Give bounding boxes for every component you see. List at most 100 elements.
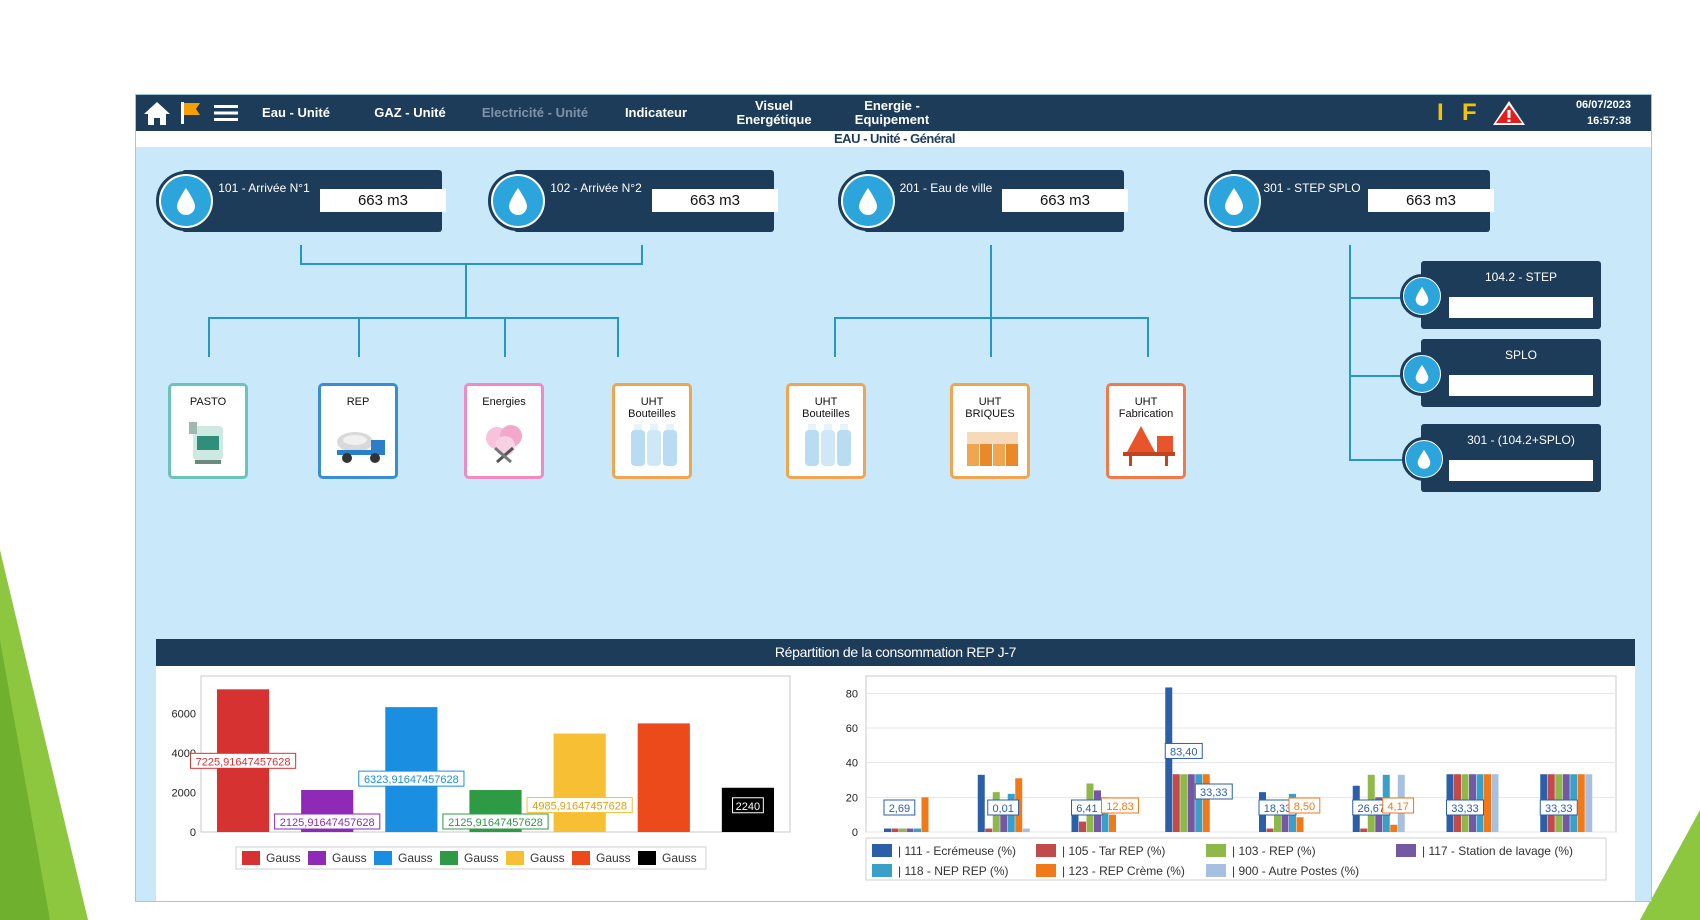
milk-bottles-icon <box>805 424 851 466</box>
water-drop-icon <box>1400 274 1444 318</box>
water-drop-icon <box>488 171 548 231</box>
unit-card-pasto[interactable]: PASTO <box>168 383 248 479</box>
sub-meter-value <box>1449 460 1593 481</box>
y-tick-label: 0 <box>852 827 858 839</box>
sub-meter-label: 301 - (104.2+SPLO) <box>1467 433 1575 447</box>
data-label-text: 83,40 <box>1170 746 1198 758</box>
sub-meter-104-2-step[interactable]: 104.2 - STEP <box>1421 261 1601 329</box>
legend-swatch <box>308 851 326 865</box>
nav-visuel-energetique[interactable]: Visuel Energétique <box>736 98 812 127</box>
factory-tanks-icon <box>1123 426 1175 466</box>
sub-meter-301-sum[interactable]: 301 - (104.2+SPLO) <box>1421 424 1601 492</box>
nav-gaz-unite[interactable]: GAZ - Unité <box>374 105 446 120</box>
sub-meter-label: 104.2 - STEP <box>1484 270 1558 284</box>
unit-card-uht-briques[interactable]: UHT BRIQUES <box>950 383 1030 479</box>
bar <box>899 828 906 832</box>
meter-label: 201 - Eau de ville <box>899 181 993 195</box>
unit-card-rep[interactable]: REP <box>318 383 398 479</box>
unit-label: REP <box>346 396 370 408</box>
legend-swatch <box>242 851 260 865</box>
bar <box>553 733 606 832</box>
bar <box>1180 774 1188 832</box>
legend-label: Gauss <box>464 851 499 865</box>
nav-energie-equipement[interactable]: Energie - Equipement <box>854 98 930 127</box>
chart-section-title: Répartition de la consommation REP J-7 <box>156 639 1635 666</box>
page-title: EAU - Unité - Général <box>136 131 1651 147</box>
bar <box>1296 817 1304 832</box>
right-grouped-bar-chart: 0 20 40 60 80 2,69 0,01 6,41 12,83 83,40 33,33 18,3… <box>846 675 1617 881</box>
data-label: 2125,91647457628 <box>442 813 549 830</box>
bar <box>985 828 993 832</box>
legend-swatch <box>1206 864 1226 877</box>
legend-label: Gauss <box>596 851 631 865</box>
warning-icon[interactable] <box>1491 99 1527 127</box>
nav-eau-unite[interactable]: Eau - Unité <box>262 105 330 120</box>
data-label-text: 33,33 <box>1451 803 1479 815</box>
meter-201[interactable]: 201 - Eau de ville 663 m3 <box>864 170 1128 232</box>
indicator-f[interactable]: F <box>1462 99 1477 126</box>
unit-card-uht-bouteilles-1[interactable]: UHT Bouteilles <box>612 383 692 479</box>
data-label-text: 2240 <box>736 801 760 813</box>
meter-101[interactable]: 101 - Arrivée N°1 663 m3 <box>182 170 446 232</box>
milk-cartons-icon <box>967 432 1018 466</box>
bar <box>1079 821 1086 832</box>
data-label-text: 2,69 <box>889 803 910 815</box>
unit-card-uht-fabrication[interactable]: UHT Fabrication <box>1106 383 1186 479</box>
legend-label: | 118 - NEP REP (%) <box>898 864 1009 878</box>
legend: Gauss Gauss Gauss Gauss Gauss Gauss Gauss <box>235 846 707 870</box>
meter-102[interactable]: 102 - Arrivée N°2 663 m3 <box>514 170 778 232</box>
unit-card-energies[interactable]: Energies <box>464 383 544 479</box>
flag-icon[interactable] <box>176 99 206 127</box>
y-tick-label: 80 <box>846 688 858 700</box>
legend-swatch <box>506 851 524 865</box>
unit-label: Energies <box>482 396 526 408</box>
top-navigation-bar: Eau - Unité GAZ - Unité Electricité - Un… <box>136 95 1651 131</box>
bar <box>637 723 690 832</box>
unit-label: UHT Bouteilles <box>802 396 850 420</box>
data-label: 33,33 <box>1539 799 1578 816</box>
data-label: 6,41 <box>1071 799 1103 816</box>
water-drop-icon <box>1400 352 1444 396</box>
bar <box>1071 802 1079 832</box>
y-tick-label: 4000 <box>172 748 196 760</box>
bar <box>1022 828 1030 832</box>
water-drop-icon <box>1204 171 1264 231</box>
bar <box>1000 800 1008 832</box>
data-label: 8,50 <box>1288 797 1321 814</box>
data-label: 2125,91647457628 <box>274 813 381 830</box>
unit-label: UHT Fabrication <box>1118 396 1174 420</box>
meter-301[interactable]: 301 - STEP SPLO 663 m3 <box>1230 170 1494 232</box>
legend-swatch <box>1036 864 1056 877</box>
sub-meter-value <box>1449 297 1593 318</box>
data-label: 4,17 <box>1382 797 1415 814</box>
bar <box>385 707 438 832</box>
energy-tools-icon <box>486 425 522 464</box>
legend-label: | 111 - Ecrémeuse (%) <box>898 844 1016 858</box>
home-icon[interactable] <box>142 99 172 127</box>
meter-label: 301 - STEP SPLO <box>1263 181 1361 195</box>
data-label: 26,67 <box>1352 799 1391 816</box>
meter-value: 663 m3 <box>1002 189 1128 212</box>
bar <box>921 797 929 832</box>
indicator-i[interactable]: I <box>1437 99 1444 126</box>
data-label: 12,83 <box>1101 797 1139 814</box>
unit-card-uht-bouteilles-2[interactable]: UHT Bouteilles <box>786 383 866 479</box>
unit-label: UHT BRIQUES <box>965 396 1015 420</box>
legend-label: Gauss <box>332 851 367 865</box>
data-label-text: 33,33 <box>1545 803 1573 815</box>
legend-swatch <box>638 851 656 865</box>
y-tick-label: 0 <box>190 827 196 839</box>
sub-meter-splo[interactable]: SPLO <box>1421 339 1601 407</box>
legend-swatch <box>1036 844 1056 857</box>
legend-label: | 123 - REP Crème (%) <box>1062 864 1185 878</box>
bar <box>1360 828 1368 832</box>
bar <box>1274 800 1281 832</box>
nav-electricite-unite[interactable]: Electricité - Unité <box>481 105 589 120</box>
data-label: 18,33 <box>1258 799 1297 816</box>
bar <box>977 774 985 832</box>
nav-indicateur[interactable]: Indicateur <box>624 105 688 120</box>
bar <box>906 828 914 832</box>
meter-value: 663 m3 <box>320 189 446 212</box>
meter-value: 663 m3 <box>1368 189 1494 212</box>
menu-icon[interactable] <box>210 99 240 127</box>
